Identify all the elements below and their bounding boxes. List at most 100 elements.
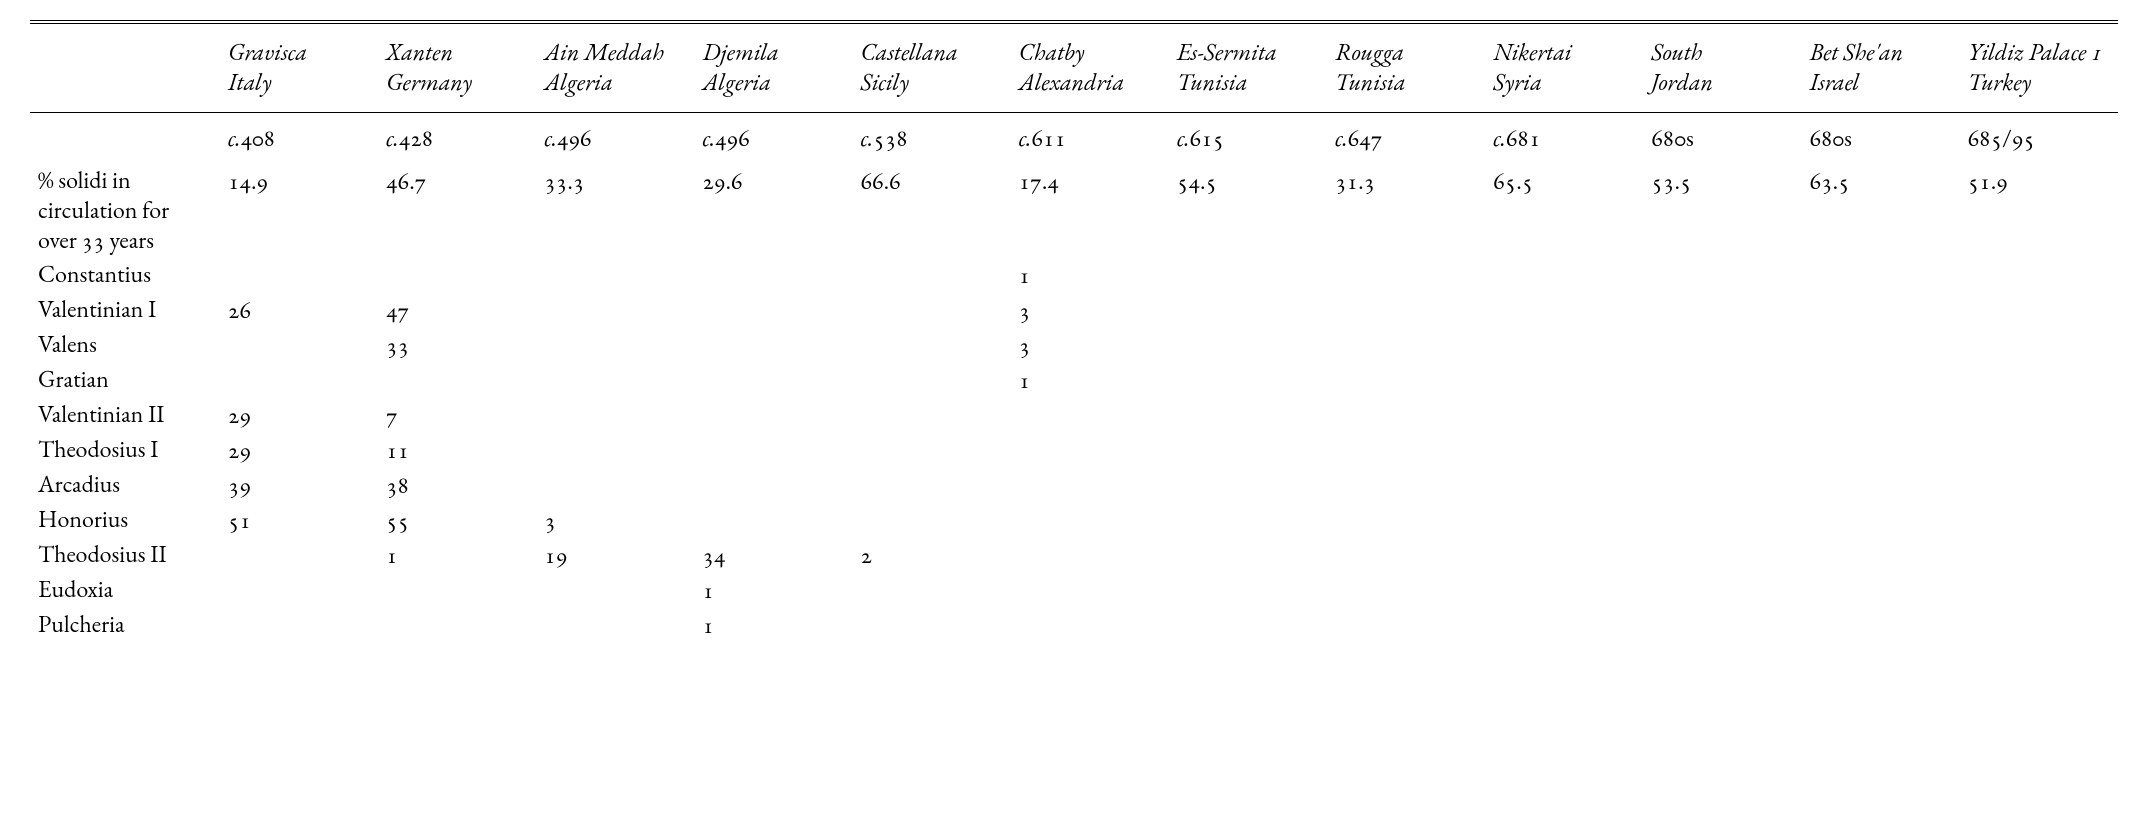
table-cell <box>1485 328 1643 363</box>
table-cell: 47 <box>378 293 536 328</box>
table-cell <box>536 363 694 398</box>
table-cell: 51.9 <box>1960 164 2118 258</box>
table-cell <box>1485 503 1643 538</box>
col-place: Bet She'an <box>1810 37 1904 68</box>
table-cell: 51 <box>220 503 378 538</box>
table-cell: 39 <box>220 468 378 503</box>
col-place: Djemila <box>702 37 779 68</box>
table-cell <box>1643 503 1801 538</box>
table-cell <box>1802 433 1960 468</box>
table-cell <box>853 293 1011 328</box>
row-label: % solidi in circulation for over 33 year… <box>30 164 220 258</box>
table-cell <box>1802 468 1960 503</box>
col-region: Italy <box>228 67 272 98</box>
col-date: 680s <box>1643 113 1801 165</box>
col-header: ChatbyAlexandria <box>1011 22 1169 113</box>
col-header: Ain MeddahAlgeria <box>536 22 694 113</box>
col-region: Tunisia <box>1335 67 1406 98</box>
table-cell <box>1643 433 1801 468</box>
table-cell: 2 <box>853 538 1011 573</box>
col-date: c.408 <box>220 113 378 165</box>
table-cell <box>1643 258 1801 293</box>
table-cell <box>853 398 1011 433</box>
table-cell: 1 <box>1011 258 1169 293</box>
table-row: Valentinian I26473 <box>30 293 2118 328</box>
table-cell <box>1011 468 1169 503</box>
table-cell: 66.6 <box>853 164 1011 258</box>
table-cell: 3 <box>1011 328 1169 363</box>
table-cell <box>1960 293 2118 328</box>
col-header: SouthJordan <box>1643 22 1801 113</box>
col-date: c.496 <box>694 113 852 165</box>
table-cell <box>1802 538 1960 573</box>
col-region: Turkey <box>1968 67 2032 98</box>
table-cell <box>694 503 852 538</box>
table-cell <box>694 328 852 363</box>
col-place: South <box>1651 37 1702 68</box>
table-cell <box>694 398 852 433</box>
table-cell <box>220 363 378 398</box>
col-place: Gravisca <box>228 37 307 68</box>
col-region: Syria <box>1493 67 1542 98</box>
table-cell <box>536 293 694 328</box>
col-region: Jordan <box>1651 67 1713 98</box>
table-row: Theodosius I2911 <box>30 433 2118 468</box>
table-cell: 33 <box>378 328 536 363</box>
table-cell: 26 <box>220 293 378 328</box>
col-region: Israel <box>1810 67 1860 98</box>
col-header: Yildiz Palace 1Turkey <box>1960 22 2118 113</box>
col-date: c.538 <box>853 113 1011 165</box>
table-cell <box>1169 573 1327 608</box>
table-cell <box>1802 398 1960 433</box>
table-cell <box>536 468 694 503</box>
col-place: Nikertai <box>1493 37 1572 68</box>
col-place: Castellana <box>861 37 958 68</box>
table-cell <box>1643 538 1801 573</box>
table-cell <box>1802 608 1960 643</box>
table-cell <box>694 293 852 328</box>
table-cell <box>853 573 1011 608</box>
table-cell <box>1485 258 1643 293</box>
table-cell <box>1327 398 1485 433</box>
table-cell <box>1169 398 1327 433</box>
table-cell <box>1802 328 1960 363</box>
table-cell <box>1327 433 1485 468</box>
table-row: Valens333 <box>30 328 2118 363</box>
header-row: GraviscaItaly XantenGermany Ain MeddahAl… <box>30 22 2118 113</box>
table-cell <box>1960 363 2118 398</box>
table-cell <box>220 328 378 363</box>
table-cell <box>1169 363 1327 398</box>
col-place: Chatby <box>1019 37 1085 68</box>
table-row: Arcadius3938 <box>30 468 2118 503</box>
table-cell <box>1643 573 1801 608</box>
table-cell <box>1802 293 1960 328</box>
table-cell <box>694 258 852 293</box>
table-cell <box>220 608 378 643</box>
table-cell <box>1960 433 2118 468</box>
table-cell: 34 <box>694 538 852 573</box>
table-row: Pulcheria1 <box>30 608 2118 643</box>
table-cell <box>853 433 1011 468</box>
table-cell <box>220 573 378 608</box>
table-cell <box>1011 538 1169 573</box>
table-cell <box>378 258 536 293</box>
table-cell <box>1485 608 1643 643</box>
table-cell <box>1169 468 1327 503</box>
col-place: Yildiz Palace 1 <box>1968 37 2103 68</box>
col-date: 680s <box>1802 113 1960 165</box>
table-cell <box>853 328 1011 363</box>
col-place: Rougga <box>1335 37 1404 68</box>
table-cell: 14.9 <box>220 164 378 258</box>
col-date: c.428 <box>378 113 536 165</box>
table-cell <box>853 363 1011 398</box>
table-cell <box>1327 503 1485 538</box>
col-header: Bet She'anIsrael <box>1802 22 1960 113</box>
table-cell: 65.5 <box>1485 164 1643 258</box>
table-cell: 29.6 <box>694 164 852 258</box>
table-cell: 11 <box>378 433 536 468</box>
table-cell <box>1485 468 1643 503</box>
table-cell <box>1485 538 1643 573</box>
table-cell: 7 <box>378 398 536 433</box>
table-cell <box>694 433 852 468</box>
table-row: Honorius51553 <box>30 503 2118 538</box>
